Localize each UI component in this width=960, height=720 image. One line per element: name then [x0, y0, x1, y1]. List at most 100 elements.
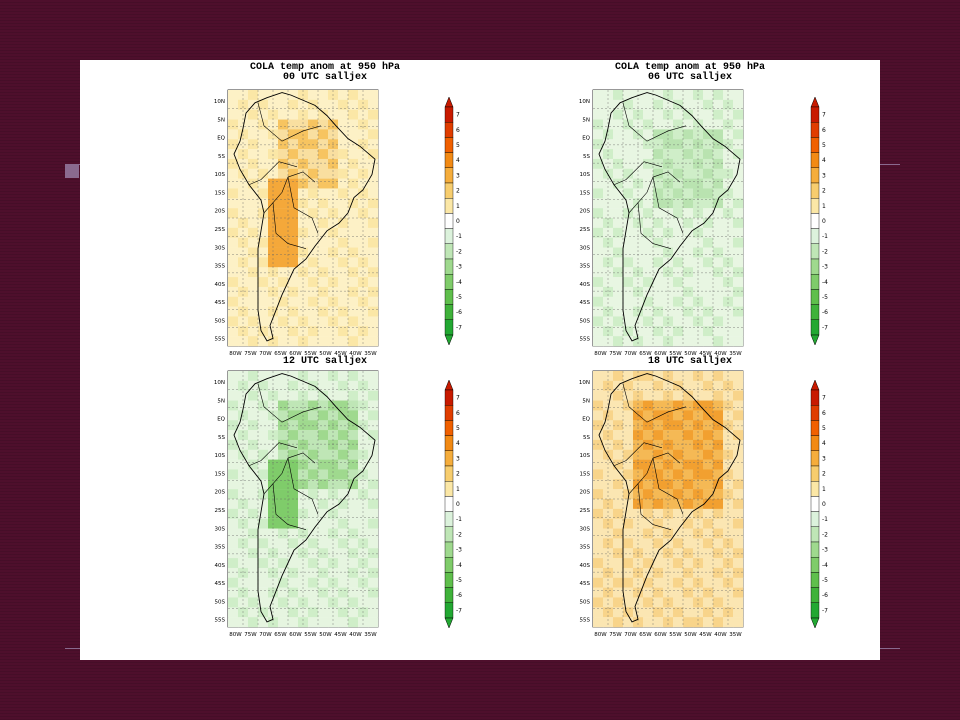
anomaly-cell — [348, 129, 359, 140]
anomaly-cell — [358, 188, 369, 199]
anomaly-cell — [258, 567, 269, 578]
anomaly-cell — [278, 558, 289, 569]
anomaly-cell — [683, 548, 694, 559]
colorbar-segment — [810, 556, 820, 573]
anomaly-cell — [723, 267, 734, 278]
anomaly-cell — [368, 528, 379, 539]
anomaly-cell — [248, 119, 259, 130]
anomaly-cell — [258, 119, 269, 130]
anomaly-cell — [318, 286, 329, 297]
anomaly-cell — [338, 587, 349, 598]
anomaly-cell — [703, 158, 714, 169]
anomaly-cell — [653, 587, 664, 598]
anomaly-cell — [368, 449, 379, 460]
anomaly-cell — [653, 336, 664, 347]
anomaly-cell — [328, 296, 339, 307]
anomaly-cell — [613, 577, 624, 588]
anomaly-cell — [278, 198, 289, 209]
anomaly-cell — [288, 449, 299, 460]
anomaly-cell — [623, 439, 634, 450]
anomaly-cell — [228, 400, 239, 411]
anomaly-cell — [623, 410, 634, 421]
anomaly-cell — [318, 420, 329, 431]
anomaly-cell — [228, 267, 239, 278]
anomaly-cell — [673, 257, 684, 268]
anomaly-cell — [318, 306, 329, 317]
colorbar-arrow-bottom — [444, 617, 454, 629]
anomaly-cell — [643, 459, 654, 470]
colorbar-tick-label: 2 — [456, 471, 460, 478]
anomaly-cell — [348, 257, 359, 268]
anomaly-cell — [723, 617, 734, 628]
anomaly-cell — [673, 198, 684, 209]
anomaly-cell — [623, 449, 634, 460]
anomaly-cell — [623, 400, 634, 411]
anomaly-cell — [653, 528, 664, 539]
anomaly-cell — [348, 109, 359, 120]
anomaly-cell — [623, 198, 634, 209]
anomaly-cell — [278, 99, 289, 110]
anomaly-cell — [733, 178, 744, 189]
anomaly-cell — [683, 400, 694, 411]
longitude-label: 50W — [319, 632, 332, 638]
colorbar-tick-label: 1 — [822, 203, 826, 210]
anomaly-cell — [318, 380, 329, 391]
anomaly-cell — [298, 227, 309, 238]
colorbar-tick-label: -3 — [822, 547, 828, 554]
anomaly-cell — [318, 567, 329, 578]
anomaly-cell — [603, 489, 614, 500]
anomaly-cell — [368, 567, 379, 578]
anomaly-cell — [733, 198, 744, 209]
anomaly-cell — [368, 489, 379, 500]
anomaly-cell — [623, 430, 634, 441]
anomaly-cell — [278, 420, 289, 431]
anomaly-cell — [593, 286, 604, 297]
anomaly-cell — [318, 489, 329, 500]
anomaly-cell — [713, 400, 724, 411]
anomaly-cell — [703, 420, 714, 431]
anomaly-cell — [683, 119, 694, 130]
anomaly-cell — [258, 430, 269, 441]
anomaly-cell — [733, 306, 744, 317]
anomaly-cell — [268, 617, 279, 628]
anomaly-cell — [623, 336, 634, 347]
anomaly-cell — [713, 168, 724, 179]
anomaly-cell — [248, 459, 259, 470]
colorbar-segment — [444, 213, 454, 229]
anomaly-cell — [703, 528, 714, 539]
anomaly-cell — [228, 489, 239, 500]
anomaly-cell — [348, 119, 359, 130]
anomaly-cell — [228, 158, 239, 169]
anomaly-cell — [713, 508, 724, 519]
anomaly-cell — [288, 567, 299, 578]
anomaly-cell — [633, 449, 644, 460]
anomaly-cell — [358, 119, 369, 130]
anomaly-cell — [733, 336, 744, 347]
latitude-label: 55S — [215, 337, 226, 343]
colorbar-tick-label: -1 — [456, 233, 462, 240]
anomaly-cell — [693, 139, 704, 150]
anomaly-cell — [703, 380, 714, 391]
anomaly-cell — [643, 518, 654, 529]
anomaly-cell — [623, 390, 634, 401]
anomaly-cell — [298, 400, 309, 411]
anomaly-cell — [228, 607, 239, 618]
colorbar-arrow-bottom — [810, 334, 820, 346]
country-border — [248, 161, 298, 185]
colorbar-tick-label: 4 — [822, 157, 826, 164]
colorbar-tick-label: -7 — [456, 324, 462, 331]
anomaly-cell — [723, 400, 734, 411]
anomaly-cell — [258, 538, 269, 549]
anomaly-cell — [308, 548, 319, 559]
anomaly-cell — [258, 296, 269, 307]
colorbar-segment — [810, 122, 820, 138]
latitude-label: 35S — [580, 264, 591, 270]
anomaly-cell — [228, 208, 239, 219]
anomaly-cell — [683, 178, 694, 189]
anomaly-cell — [258, 459, 269, 470]
colorbar-segment — [810, 106, 820, 123]
anomaly-cell — [703, 567, 714, 578]
anomaly-cell — [338, 469, 349, 480]
anomaly-cell — [693, 548, 704, 559]
longitude-label: 75W — [609, 632, 622, 638]
